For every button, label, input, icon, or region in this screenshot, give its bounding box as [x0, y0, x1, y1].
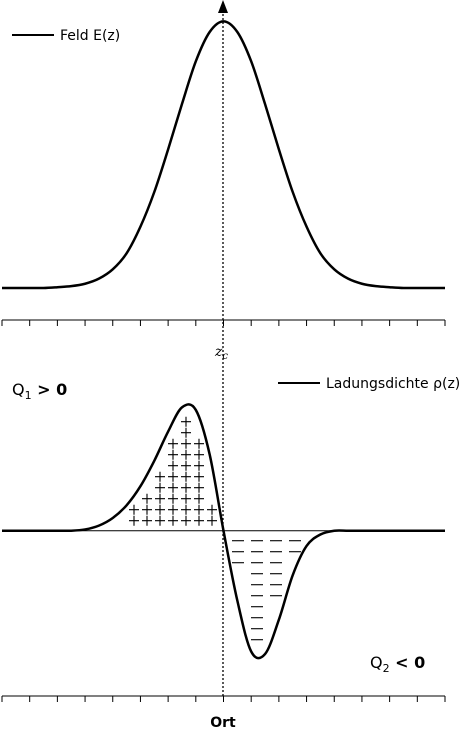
plus-sign [168, 482, 178, 493]
plus-sign [129, 515, 139, 526]
q2-sub: 2 [383, 662, 390, 675]
q2-base: Q [370, 653, 383, 672]
plus-sign [181, 438, 191, 449]
zc-base: z [214, 344, 223, 360]
series-line [2, 20, 445, 290]
legend-label: Ladungsdichte ρ(z) [326, 376, 460, 392]
q1-base: Q [12, 380, 25, 399]
q2-rest: < 0 [390, 653, 426, 672]
plus-sign [168, 449, 178, 460]
plus-sign [181, 449, 191, 460]
plus-sign [168, 438, 178, 449]
q1-sub: 1 [25, 389, 32, 402]
plus-sign [181, 460, 191, 471]
zc-label: zc [214, 344, 228, 362]
plus-sign [207, 504, 217, 515]
plus-sign [194, 515, 204, 526]
plus-sign [194, 460, 204, 471]
plus-sign [194, 493, 204, 504]
plus-sign [181, 504, 191, 515]
q2-label: Q2 < 0 [370, 653, 425, 675]
plus-sign [155, 482, 165, 493]
plus-sign [181, 427, 191, 438]
plus-sign [194, 471, 204, 482]
plus-sign [181, 482, 191, 493]
plus-sign [207, 515, 217, 526]
plus-sign [155, 493, 165, 504]
plus-sign [168, 460, 178, 471]
plus-sign [155, 471, 165, 482]
plus-sign [194, 449, 204, 460]
plus-sign [168, 493, 178, 504]
plus-sign [155, 504, 165, 515]
zc-sub: c [222, 351, 228, 362]
plus-sign [194, 482, 204, 493]
plus-sign [168, 504, 178, 515]
arrow-head [218, 0, 228, 13]
plus-sign [181, 493, 191, 504]
plus-sign [194, 438, 204, 449]
q1-label: Q1 > 0 [12, 380, 67, 402]
plus-sign [129, 504, 139, 515]
plus-sign [168, 515, 178, 526]
legend-label: Feld E(z) [60, 28, 120, 44]
plus-sign [142, 515, 152, 526]
plus-sign [142, 493, 152, 504]
plus-sign [168, 471, 178, 482]
x-axis-label: Ort [210, 715, 236, 731]
plus-sign [142, 504, 152, 515]
plus-sign [181, 515, 191, 526]
plus-sign [181, 471, 191, 482]
plus-sign [181, 416, 191, 427]
q1-rest: > 0 [32, 380, 68, 399]
plus-sign [155, 515, 165, 526]
plus-sign [194, 504, 204, 515]
